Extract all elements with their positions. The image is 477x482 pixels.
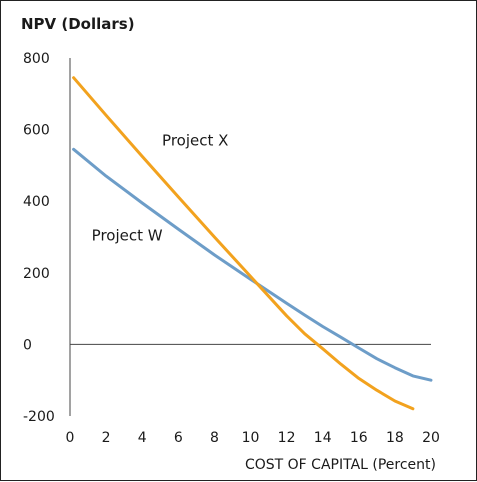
x-tick-label: 2 bbox=[102, 430, 111, 446]
series-annotation-project-x: Project X bbox=[162, 132, 228, 150]
y-tick-label: 600 bbox=[23, 123, 50, 139]
series-line-project-x bbox=[72, 76, 415, 411]
x-tick-label: 8 bbox=[210, 430, 219, 446]
y-tick-label: 0 bbox=[23, 337, 32, 353]
y-axis-label: NPV (Dollars) bbox=[21, 15, 135, 33]
x-axis-label: COST OF CAPITAL (Percent) bbox=[245, 457, 436, 473]
series-line-project-w bbox=[72, 147, 433, 382]
series-annotation-project-w: Project W bbox=[92, 227, 163, 245]
x-tick-label: 12 bbox=[278, 430, 296, 446]
x-tick-label: 10 bbox=[242, 430, 260, 446]
y-tick-label: 400 bbox=[23, 194, 50, 210]
x-tick-label: 4 bbox=[138, 430, 147, 446]
x-tick-label: 16 bbox=[350, 430, 368, 446]
x-tick-label: 0 bbox=[66, 430, 75, 446]
x-tick-label: 6 bbox=[174, 430, 183, 446]
y-tick-label: 200 bbox=[23, 266, 50, 282]
y-tick-label: -200 bbox=[23, 409, 55, 425]
x-tick-label: 14 bbox=[314, 430, 332, 446]
x-tick-label: 20 bbox=[422, 430, 440, 446]
x-tick-label: 18 bbox=[386, 430, 404, 446]
y-tick-label: 800 bbox=[23, 51, 50, 67]
